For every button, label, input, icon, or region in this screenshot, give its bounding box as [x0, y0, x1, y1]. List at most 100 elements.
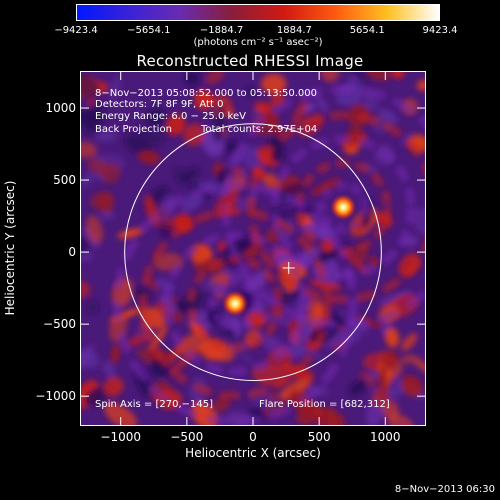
x-tick-label: −1000	[100, 430, 141, 444]
x-tick-label: 1000	[370, 430, 401, 444]
background-texture-blob	[348, 379, 367, 396]
background-texture-blob	[183, 123, 205, 146]
solar-limb-circle	[124, 123, 382, 381]
background-texture-blob	[166, 114, 186, 136]
background-texture-blob	[95, 130, 117, 142]
background-texture-blob	[137, 150, 161, 165]
background-texture-blob	[87, 158, 111, 175]
background-texture-blob	[342, 249, 370, 274]
crosshair-marker	[282, 261, 295, 274]
background-texture-blob	[102, 360, 116, 378]
background-texture-blob	[287, 341, 307, 359]
background-texture-blob	[310, 177, 342, 196]
annotation-time-range: 8−Nov−2013 05:08:52.000 to 05:13:50.000	[95, 88, 318, 99]
background-texture-blob	[103, 376, 124, 397]
source-ripple-ring	[113, 181, 358, 425]
annotation-energy: Energy Range: 6.0 − 25.0 keV	[95, 111, 246, 122]
background-texture-blob	[147, 325, 168, 353]
background-texture-blob	[184, 72, 201, 87]
background-texture-blob	[183, 166, 199, 183]
background-texture-blob	[309, 407, 346, 425]
y-axis-label: Heliocentric Y (arcsec)	[3, 180, 17, 316]
background-texture-blob	[100, 211, 115, 220]
background-texture-blob	[401, 355, 413, 365]
background-texture-blob	[213, 188, 239, 219]
x-tick-label: 500	[307, 430, 331, 444]
colorbar-tick-label: 1884.7	[276, 25, 312, 36]
background-texture-blob	[401, 375, 424, 397]
source-ripple-ring	[271, 135, 416, 280]
background-texture-blob	[346, 72, 373, 82]
background-texture-blob	[81, 344, 95, 371]
background-texture-blob	[391, 72, 405, 79]
annotation-flare-position: Flare Position = [682,312]	[259, 399, 390, 410]
background-texture-blob	[358, 371, 378, 388]
background-texture-blob	[110, 343, 121, 364]
source-ripple-ring	[221, 85, 425, 330]
background-texture-blob	[309, 279, 342, 291]
background-texture-blob	[388, 414, 414, 425]
background-texture-blob	[306, 297, 326, 326]
colorbar-tick-label: −9423.4	[54, 25, 98, 36]
flare-source	[330, 194, 357, 221]
background-texture-blob	[146, 108, 167, 126]
y-tick-label: 0	[68, 245, 76, 260]
annotation-method: Back Projection	[95, 124, 172, 135]
background-texture-blob	[85, 215, 104, 244]
annotation-detectors: Detectors: 7F 8F 9F, Att 0	[95, 99, 224, 110]
background-texture-blob	[158, 223, 172, 239]
plot-area: 8−Nov−2013 05:08:52.000 to 05:13:50.000 …	[80, 71, 426, 426]
source-ripple-ring	[139, 207, 332, 400]
background-texture-blob	[382, 400, 399, 421]
background-texture-blob	[98, 191, 115, 214]
colorbar-tick-label: 5654.1	[349, 25, 385, 36]
y-tick-label: −500	[43, 317, 76, 332]
annotation-total-counts: Total counts: 2.97E+04	[201, 124, 318, 135]
background-texture-blob	[194, 90, 215, 110]
x-tick-label: −500	[170, 430, 204, 444]
background-texture-blob	[213, 396, 230, 412]
background-texture-blob	[379, 366, 389, 400]
annotation-spin-axis: Spin Axis = [270,−145]	[95, 399, 214, 410]
colorbar-unit-label: (photons cm⁻² s⁻¹ asec⁻²)	[193, 37, 323, 48]
background-texture-blob	[222, 140, 239, 153]
background-texture-blob	[221, 236, 254, 259]
background-texture-blob	[413, 207, 425, 236]
source-ripple-ring	[209, 277, 262, 330]
background-texture-blob	[279, 210, 301, 221]
background-texture-blob	[245, 86, 258, 98]
background-texture-blob	[134, 125, 164, 146]
background-texture-blob	[291, 100, 308, 129]
y-tick-label: −1000	[35, 389, 76, 404]
x-tick-label: 0	[249, 430, 257, 444]
source-ripple-ring	[247, 111, 425, 304]
source-ripple-ring	[163, 231, 308, 376]
footer-timestamp: 8−Nov−2013 06:30	[394, 484, 495, 495]
background-texture-blob	[156, 122, 174, 138]
background-texture-blob	[147, 278, 159, 291]
background-texture-blob	[314, 94, 329, 113]
background-texture-blob	[409, 355, 425, 374]
background-texture-blob	[261, 73, 287, 95]
background-texture-blob	[180, 192, 204, 212]
background-texture-blob	[327, 254, 342, 280]
background-texture-blob	[279, 363, 315, 381]
source-ripple-ring	[187, 255, 284, 352]
background-texture-blob	[81, 74, 100, 99]
background-texture-blob	[259, 313, 293, 325]
background-texture-blob	[81, 109, 101, 126]
background-texture-blob	[353, 315, 384, 329]
source-ripple-ring	[317, 181, 370, 234]
colorbar-tick-label: −5654.1	[127, 25, 171, 36]
background-texture-blob	[385, 327, 400, 348]
background-texture-blob	[381, 350, 399, 369]
background-texture-blob	[321, 72, 340, 83]
colorbar-tick-label: 9423.4	[422, 25, 458, 36]
background-texture-blob	[416, 79, 425, 91]
y-tick-label: 1000	[45, 101, 76, 116]
colorbar	[76, 4, 440, 21]
background-texture-blob	[81, 141, 98, 158]
background-texture-blob	[401, 333, 418, 351]
background-texture-blob	[365, 72, 391, 81]
background-texture-blob	[81, 237, 90, 255]
